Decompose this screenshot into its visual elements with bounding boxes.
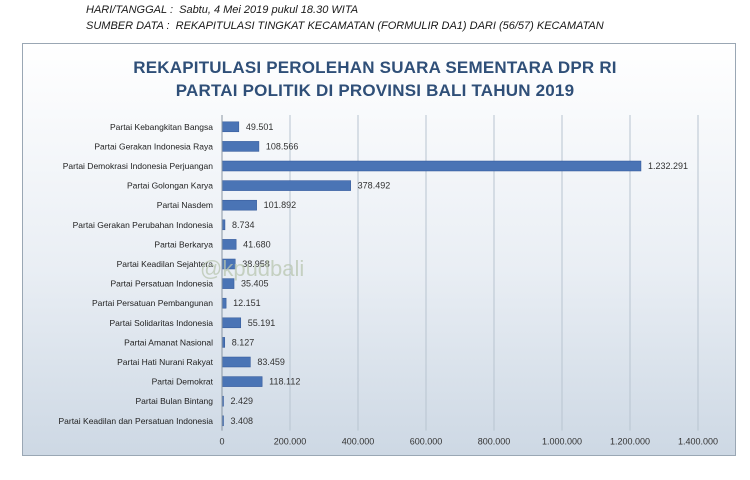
bar [221,239,237,250]
x-tick-label: 0 [219,437,224,447]
x-tick-label: 200.000 [274,437,307,447]
data-label: 35.405 [241,279,269,289]
data-label: 101.892 [264,200,297,210]
bar [221,297,227,309]
source-line: SUMBER DATA : REKAPITULASI TINGKAT KECAM… [86,20,604,32]
data-label: 41.680 [243,239,271,249]
data-label: 1.232.291 [648,161,688,171]
bar [221,180,351,191]
data-label: 378.492 [358,181,391,191]
date-line: HARI/TANGGAL : Sabtu, 4 Mei 2019 pukul 1… [86,4,359,16]
bar [221,199,257,211]
category-label: Partai Amanat Nasional [124,337,213,347]
category-label: Partai Keadilan Sejahtera [117,259,214,269]
bar [221,160,642,172]
x-tick-label: 1.000.000 [542,437,582,447]
watermark: @kpudbali [200,256,305,281]
bar [221,141,260,152]
x-tick-label: 800.000 [478,437,511,447]
data-label: 12.151 [233,298,261,308]
data-label: 49.501 [246,122,274,132]
data-label: 83.459 [257,357,285,367]
x-tick-label: 1.400.000 [678,437,718,447]
data-label: 2.429 [231,396,254,406]
category-label: Partai Keadilan dan Persatuan Indonesia [58,416,213,426]
chart-title-line1: REKAPITULASI PEROLEHAN SUARA SEMENTARA D… [133,58,617,77]
chart-title-line2: PARTAI POLITIK DI PROVINSI BALI TAHUN 20… [175,81,575,100]
category-label: Partai Nasdem [157,200,213,210]
category-label: Partai Gerakan Indonesia Raya [94,141,213,151]
category-label: Partai Solidaritas Indonesia [110,318,214,328]
data-label: 55.191 [248,318,276,328]
data-label: 8.734 [232,220,255,230]
data-label: 3.408 [231,416,254,426]
category-label: Partai Berkarya [154,239,213,249]
category-label: Partai Bulan Bintang [136,396,214,406]
data-label: 8.127 [232,337,255,347]
category-label: Partai Persatuan Pembangunan [92,298,213,308]
data-label: 38.958 [242,259,270,269]
category-label: Partai Kebangkitan Bangsa [110,122,213,132]
bar [221,376,263,387]
category-label: Partai Demokrasi Indonesia Perjuangan [63,161,214,171]
category-label: Partai Gerakan Perubahan Indonesia [73,220,214,230]
data-label: 108.566 [266,141,299,151]
x-tick-label: 400.000 [342,437,375,447]
x-tick-label: 600.000 [410,437,443,447]
bar [221,121,240,133]
data-label: 118.112 [269,377,300,387]
category-label: Partai Golongan Karya [127,181,213,191]
x-tick-label: 1.200.000 [610,437,650,447]
category-label: Partai Demokrat [152,377,214,387]
category-label: Partai Hati Nurani Rakyat [117,357,214,367]
category-label: Partai Persatuan Indonesia [110,279,213,289]
bar [221,317,242,329]
chart-frame [22,43,736,456]
bar [221,356,251,368]
